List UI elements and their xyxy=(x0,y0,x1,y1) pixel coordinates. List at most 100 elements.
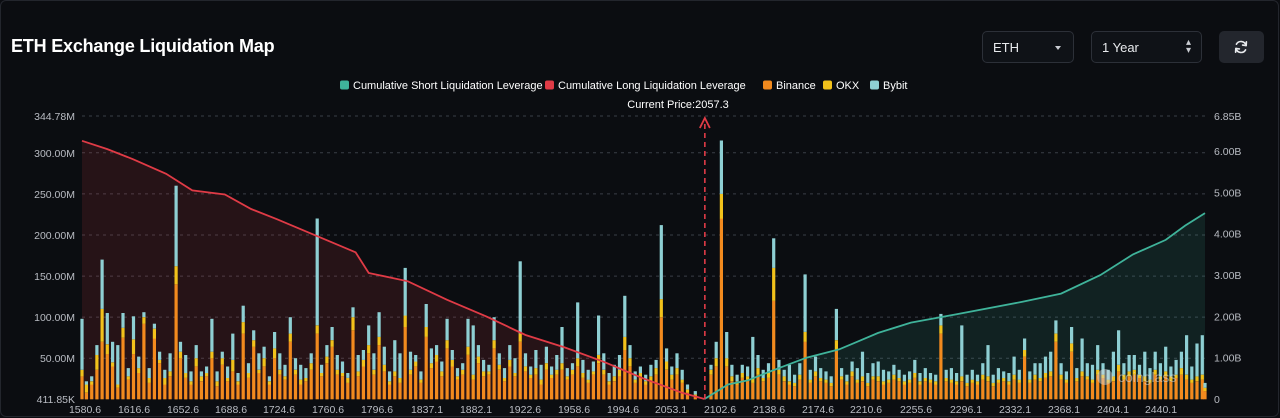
bar-bybit xyxy=(939,313,943,326)
bar-okx xyxy=(330,340,334,347)
bar-bybit xyxy=(1190,366,1194,380)
bar-okx xyxy=(252,340,256,347)
bar-binance xyxy=(949,382,953,400)
bar-bybit xyxy=(607,373,611,382)
bar-okx xyxy=(654,368,658,375)
bar-okx xyxy=(665,361,669,370)
bar-bybit xyxy=(121,313,125,328)
bar-binance xyxy=(766,378,771,400)
bar-bybit xyxy=(299,364,303,380)
bar-okx xyxy=(659,299,663,318)
bar-okx xyxy=(189,381,193,385)
bar-okx xyxy=(315,325,319,334)
bar-okx xyxy=(273,348,277,359)
bar-bybit xyxy=(1033,363,1037,375)
bar-binance xyxy=(408,374,413,400)
bar-okx xyxy=(1080,371,1084,377)
bar-binance xyxy=(1059,379,1063,400)
bar-okx xyxy=(518,333,522,342)
bar-binance xyxy=(105,354,109,400)
bar-okx xyxy=(902,381,906,385)
y-right-tick: 6.85B xyxy=(1214,111,1241,123)
bar-bybit xyxy=(403,267,407,316)
liquidation-chart: Cumulative Short Liquidation Leverage Cum… xyxy=(34,80,1241,416)
bar-binance xyxy=(1117,371,1121,400)
range-select[interactable]: 1 Year ▴ ▾ xyxy=(1091,31,1202,63)
short-line xyxy=(704,212,1206,400)
bar-binance xyxy=(262,366,266,400)
bar-binance xyxy=(226,381,230,400)
bar-bybit xyxy=(257,353,261,370)
bar-binance xyxy=(845,384,849,400)
x-tick: 1580.6 xyxy=(69,404,101,416)
symbol-select[interactable]: ETH xyxy=(982,31,1074,63)
bar-binance xyxy=(121,337,125,400)
bar-binance xyxy=(80,376,84,400)
bar-okx xyxy=(560,363,564,370)
bar-bybit xyxy=(746,366,750,377)
legend-swatch xyxy=(340,80,349,90)
bar-bybit xyxy=(539,364,543,380)
bar-binance xyxy=(819,381,823,400)
bar-binance xyxy=(315,333,319,400)
bar-okx xyxy=(539,379,543,385)
bar-binance xyxy=(215,386,219,400)
bar-binance xyxy=(126,379,130,400)
bar-binance xyxy=(351,330,355,400)
bar-binance xyxy=(586,382,590,400)
bar-bybit xyxy=(1007,373,1011,382)
coinglass-logo-icon xyxy=(1097,369,1113,385)
bar-okx xyxy=(80,369,84,377)
legend-label: Binance xyxy=(776,80,816,92)
bar-okx xyxy=(100,308,104,342)
bar-okx xyxy=(777,369,781,375)
bar-binance xyxy=(450,366,454,400)
bar-binance xyxy=(628,366,632,400)
bar-okx xyxy=(1096,369,1100,375)
bar-okx xyxy=(981,374,985,380)
bar-binance xyxy=(529,378,533,400)
bar-bybit xyxy=(367,325,371,346)
bar-bybit xyxy=(1054,320,1058,334)
bar-bybit xyxy=(137,356,141,369)
bar-binance xyxy=(555,374,559,400)
bar-okx xyxy=(960,376,964,382)
bar-binance xyxy=(1096,374,1100,400)
x-tick: 1688.6 xyxy=(215,404,247,416)
bar-okx xyxy=(612,376,616,382)
bar-okx xyxy=(1153,369,1157,375)
y-right-tick: 5.00B xyxy=(1214,187,1241,199)
bar-bybit xyxy=(335,355,339,370)
bar-bybit xyxy=(1080,338,1084,372)
bar-bybit xyxy=(351,307,355,318)
bar-bybit xyxy=(84,381,88,385)
bar-okx xyxy=(908,379,912,383)
bar-binance xyxy=(991,386,995,400)
bar-bybit xyxy=(560,327,564,364)
bar-binance xyxy=(429,368,433,400)
bar-okx xyxy=(455,376,460,380)
bar-okx xyxy=(1158,376,1162,380)
x-tick: 1796.6 xyxy=(361,404,393,416)
bar-bybit xyxy=(174,185,178,267)
bar-binance xyxy=(388,384,392,400)
bar-binance xyxy=(1054,341,1058,400)
bar-okx xyxy=(855,379,859,383)
bar-binance xyxy=(189,384,193,400)
bar-okx xyxy=(429,363,433,369)
bar-bybit xyxy=(1096,345,1100,370)
bar-okx xyxy=(649,376,653,382)
x-tick: 1922.6 xyxy=(509,404,541,416)
bar-bybit xyxy=(267,376,271,382)
bar-okx xyxy=(714,358,718,367)
refresh-button[interactable] xyxy=(1219,31,1264,63)
bar-binance xyxy=(487,374,491,400)
bar-bybit xyxy=(570,363,575,370)
bar-okx xyxy=(497,364,501,370)
bar-okx xyxy=(502,378,507,382)
bar-binance xyxy=(393,376,397,400)
bar-okx xyxy=(382,364,386,372)
bar-bybit xyxy=(1203,382,1207,388)
bar-okx xyxy=(633,379,637,383)
bar-bybit xyxy=(986,345,990,377)
